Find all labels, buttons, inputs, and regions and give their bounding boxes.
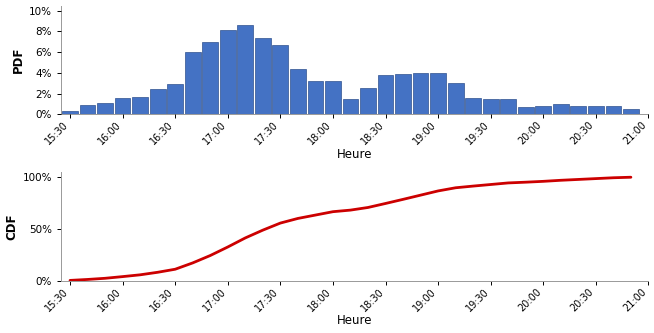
Y-axis label: CDF: CDF — [5, 213, 18, 240]
Bar — [360, 88, 376, 114]
Bar — [448, 83, 464, 114]
Bar — [500, 99, 516, 114]
Bar — [413, 73, 428, 114]
Bar — [202, 42, 218, 114]
Bar — [237, 25, 253, 114]
Bar — [553, 104, 569, 114]
Bar — [114, 98, 131, 114]
Bar — [62, 111, 78, 114]
Bar — [150, 89, 165, 114]
Y-axis label: PDF: PDF — [12, 47, 25, 73]
X-axis label: Heure: Heure — [337, 314, 373, 327]
Bar — [377, 75, 394, 114]
Bar — [307, 81, 323, 114]
Bar — [570, 106, 586, 114]
Bar — [325, 81, 341, 114]
Bar — [273, 45, 288, 114]
X-axis label: Heure: Heure — [337, 148, 373, 161]
Bar — [220, 30, 235, 114]
Bar — [518, 107, 534, 114]
Bar — [290, 69, 306, 114]
Bar — [185, 52, 201, 114]
Bar — [255, 38, 271, 114]
Bar — [536, 106, 551, 114]
Bar — [588, 106, 604, 114]
Bar — [395, 74, 411, 114]
Bar — [465, 98, 481, 114]
Bar — [430, 73, 446, 114]
Bar — [623, 109, 639, 114]
Bar — [97, 103, 113, 114]
Bar — [606, 106, 621, 114]
Bar — [132, 97, 148, 114]
Bar — [343, 99, 358, 114]
Bar — [80, 105, 95, 114]
Bar — [483, 99, 498, 114]
Bar — [167, 84, 183, 114]
